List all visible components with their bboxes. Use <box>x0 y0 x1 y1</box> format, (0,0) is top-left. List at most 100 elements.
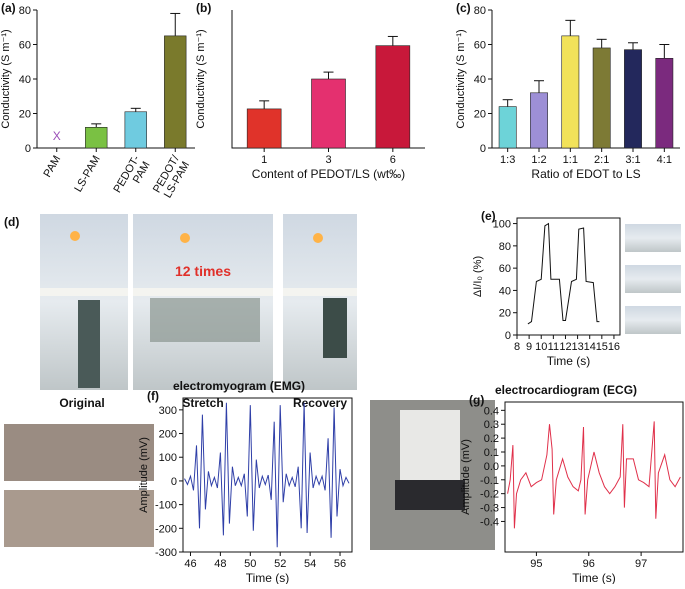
data-line <box>507 421 681 529</box>
y-tick-label: 100 <box>159 452 177 464</box>
x-tick-label: 56 <box>334 558 346 570</box>
led <box>70 231 80 241</box>
plot-frame <box>182 397 353 553</box>
y-tick-label: 80 <box>19 5 31 17</box>
x-tick-label: PEDOT-PAM <box>111 153 152 201</box>
data-line <box>184 402 350 548</box>
x-tick-label: 13 <box>571 341 583 353</box>
sample <box>150 298 260 342</box>
y-tick-label: 20 <box>19 109 31 121</box>
led <box>180 233 190 243</box>
x-axis-title: Content of PEDOT/LS (wt‰) <box>252 167 405 181</box>
x-tick-label: 6 <box>390 154 396 166</box>
x-tick-label: 4:1 <box>657 154 672 166</box>
y-tick-label: 60 <box>474 40 486 52</box>
y-tick-label: 0 <box>505 330 511 342</box>
y-axis-title: Amplitude (mV) <box>138 437 150 513</box>
y-tick-label: 0.3 <box>484 419 499 431</box>
x-tick-label: 15 <box>596 341 608 353</box>
bar <box>498 106 517 149</box>
axis <box>231 10 425 149</box>
y-tick-label: 0.1 <box>484 447 499 459</box>
person <box>400 410 460 480</box>
y-tick-label: -200 <box>155 523 177 535</box>
x-tick-label: 3 <box>325 154 331 166</box>
x-tick-label: 14 <box>584 341 596 353</box>
panel-label: (d) <box>4 215 19 229</box>
x-tick-label: 11 <box>548 341 559 353</box>
sample <box>78 300 100 388</box>
y-tick-label: -0.4 <box>480 516 499 528</box>
x-tick-label: 3:1 <box>625 154 640 166</box>
x-axis-title: Time (s) <box>246 571 290 584</box>
photo <box>625 265 681 293</box>
y-tick-label: 80 <box>499 241 511 253</box>
y-tick-label: 40 <box>474 74 486 86</box>
x-tick-label: 52 <box>274 558 286 570</box>
panel-label: (f) <box>147 389 159 403</box>
y-tick-label: 80 <box>474 5 486 17</box>
x-tick-label: 16 <box>608 341 620 353</box>
caption: Original <box>59 396 104 410</box>
y-tick-label: 0 <box>25 143 31 155</box>
person <box>395 480 465 510</box>
x-tick-label: PEDOT/LS-PAM <box>151 153 193 201</box>
x-tick-label: 1:2 <box>531 154 546 166</box>
y-tick-label: 20 <box>499 308 511 320</box>
chart-title: electrocardiogram (ECG) <box>495 383 637 397</box>
photo <box>625 224 681 252</box>
caption: Recovery <box>293 396 347 410</box>
x-tick-label: 1 <box>261 154 267 166</box>
x-tick-label: 50 <box>244 558 256 570</box>
panel-label: (a) <box>1 1 16 15</box>
ruler <box>40 288 128 296</box>
annotation: 12 times <box>175 263 231 279</box>
chart-title: electromyogram (EMG) <box>173 379 305 393</box>
y-tick-label: 200 <box>159 429 177 441</box>
x-tick-label: 54 <box>304 558 316 570</box>
ruler <box>283 288 357 296</box>
photo <box>4 490 154 547</box>
panel-label: (g) <box>469 393 484 407</box>
led <box>313 233 323 243</box>
sample <box>323 298 347 358</box>
bar <box>530 92 548 149</box>
bar <box>85 127 108 149</box>
axis <box>491 10 680 149</box>
x-tick-label: 96 <box>583 558 595 570</box>
bar <box>592 47 611 149</box>
ruler <box>133 288 273 296</box>
x-axis-title: Time (s) <box>572 571 616 584</box>
y-tick-label: 0.0 <box>484 461 499 473</box>
y-axis-title: Conductivity (S m⁻¹) <box>195 29 207 128</box>
y-tick-label: 0.2 <box>484 433 499 445</box>
y-tick-label: 0.4 <box>484 405 499 417</box>
y-tick-label: -0.3 <box>480 503 499 515</box>
data-line <box>527 222 600 325</box>
panel-label: (b) <box>196 1 211 15</box>
panel-label: (c) <box>456 1 471 15</box>
y-tick-label: 40 <box>499 285 511 297</box>
y-tick-label: 20 <box>474 109 486 121</box>
x-tick-label: 95 <box>530 558 542 570</box>
photo <box>4 424 154 481</box>
x-tick-label: PAM <box>41 154 63 180</box>
panel-label: (e) <box>481 209 496 223</box>
bar <box>311 78 346 149</box>
x-tick-label: 48 <box>214 558 226 570</box>
bar <box>655 57 674 149</box>
y-axis-title: ΔI/I₀ (%) <box>472 256 484 297</box>
y-tick-label: 0 <box>171 476 177 488</box>
y-tick-label: -100 <box>155 500 177 512</box>
bar <box>624 49 642 149</box>
bar <box>561 35 580 149</box>
x-tick-label: 2:1 <box>594 154 609 166</box>
x-tick-label: 1:1 <box>563 154 578 166</box>
x-axis-title: Time (s) <box>547 354 591 368</box>
y-axis-title: Conductivity (S m⁻¹) <box>455 29 467 128</box>
bar <box>246 108 282 149</box>
caption: Stretch <box>182 396 223 410</box>
x-tick-label: 9 <box>526 341 532 353</box>
marker: X <box>53 129 61 143</box>
